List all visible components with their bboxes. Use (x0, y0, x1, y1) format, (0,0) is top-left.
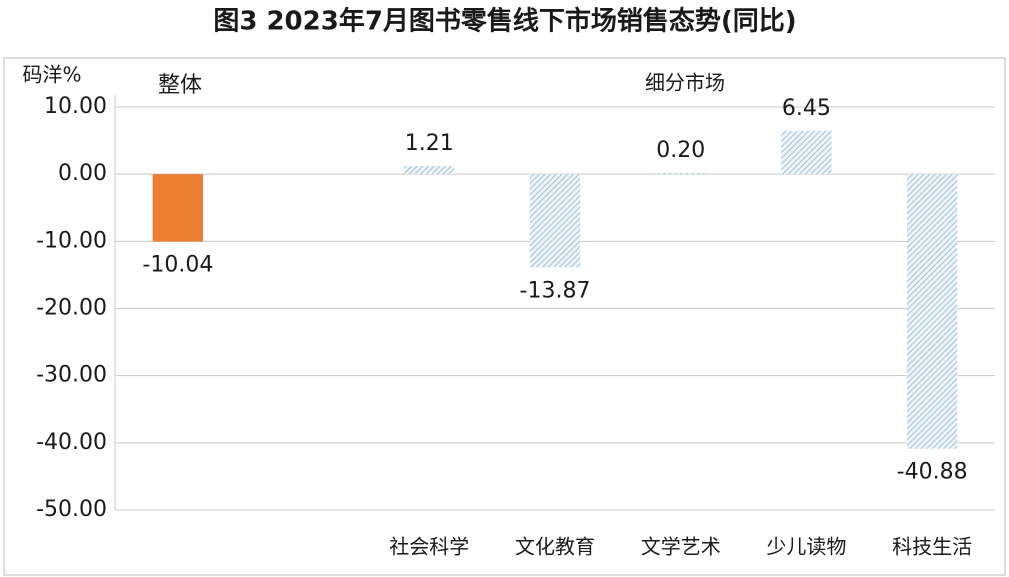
annotation: 整体 (158, 73, 202, 98)
value-label: -10.04 (142, 253, 213, 278)
bar (404, 166, 455, 175)
y-tick-label: -30.00 (36, 363, 107, 388)
value-label: -40.88 (897, 460, 968, 485)
annotation: 细分市场 (645, 71, 725, 95)
chart-frame (3, 57, 1006, 576)
x-tick-label: 社会科学 (389, 535, 469, 559)
value-label: 0.20 (656, 138, 705, 163)
bar (655, 172, 706, 175)
bar (529, 174, 581, 268)
chart-title: 图3 2023年7月图书零售线下市场销售态势(同比) (213, 6, 796, 37)
bar (152, 174, 203, 242)
y-tick-label: -10.00 (36, 228, 107, 253)
y-tick-label: 10.00 (44, 94, 107, 119)
value-label: 1.21 (405, 131, 454, 156)
y-tick-label: -20.00 (36, 296, 107, 321)
x-tick-label: 科技生活 (892, 535, 972, 559)
y-axis-label: 码洋% (22, 63, 81, 87)
value-label: -13.87 (520, 278, 591, 303)
y-tick-label: -40.00 (36, 430, 107, 455)
bar (907, 174, 958, 449)
y-tick-label: -50.00 (36, 497, 107, 522)
x-tick-label: 文化教育 (515, 535, 595, 559)
x-tick-label: 文学艺术 (641, 535, 721, 559)
x-tick-label: 少儿读物 (766, 535, 846, 559)
y-tick-label: 0.00 (58, 161, 107, 186)
value-label: 6.45 (782, 96, 831, 121)
bar (781, 130, 832, 175)
